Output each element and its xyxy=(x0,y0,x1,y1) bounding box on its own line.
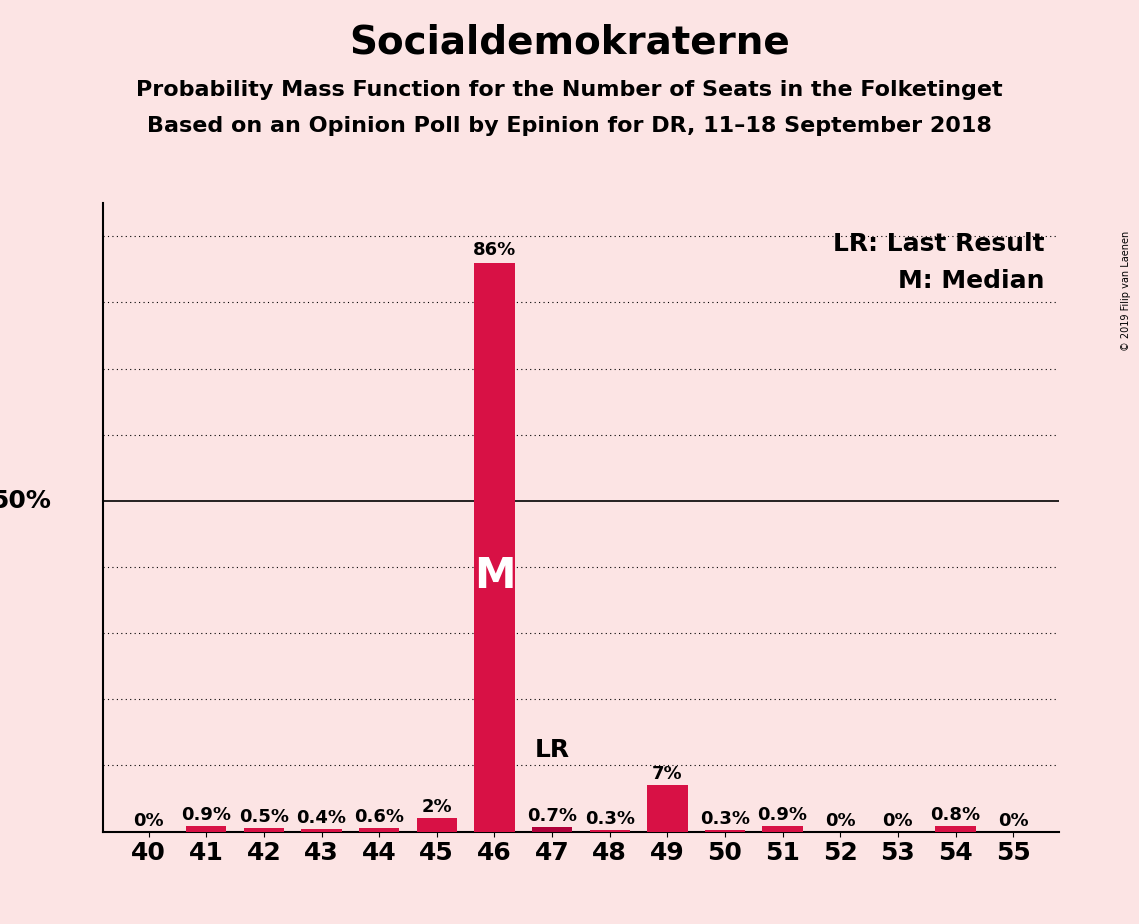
Text: LR: LR xyxy=(534,738,570,762)
Text: 0%: 0% xyxy=(133,811,164,830)
Text: 0.4%: 0.4% xyxy=(296,809,346,827)
Bar xyxy=(359,828,400,832)
Text: 50%: 50% xyxy=(0,489,50,513)
Text: M: Median: M: Median xyxy=(899,269,1044,293)
Bar xyxy=(590,830,630,832)
Text: 0.9%: 0.9% xyxy=(757,806,808,823)
Bar xyxy=(532,827,572,832)
Text: 0.3%: 0.3% xyxy=(584,809,634,828)
Text: Based on an Opinion Poll by Epinion for DR, 11–18 September 2018: Based on an Opinion Poll by Epinion for … xyxy=(147,116,992,137)
Text: 0.6%: 0.6% xyxy=(354,808,404,826)
Bar xyxy=(762,826,803,832)
Bar xyxy=(647,785,688,832)
Text: © 2019 Filip van Laenen: © 2019 Filip van Laenen xyxy=(1121,231,1131,351)
Text: 0.5%: 0.5% xyxy=(239,808,289,826)
Text: 0.8%: 0.8% xyxy=(931,807,981,824)
Bar xyxy=(302,829,342,832)
Bar xyxy=(474,262,515,832)
Text: 2%: 2% xyxy=(421,798,452,817)
Text: 86%: 86% xyxy=(473,241,516,260)
Text: 0.9%: 0.9% xyxy=(181,806,231,823)
Bar xyxy=(935,826,976,832)
Text: LR: Last Result: LR: Last Result xyxy=(834,232,1044,256)
Text: 0%: 0% xyxy=(883,811,913,830)
Bar xyxy=(417,819,457,832)
Text: M: M xyxy=(474,554,515,597)
Bar xyxy=(186,826,227,832)
Text: 0%: 0% xyxy=(998,811,1029,830)
Text: Probability Mass Function for the Number of Seats in the Folketinget: Probability Mass Function for the Number… xyxy=(137,80,1002,101)
Text: Socialdemokraterne: Socialdemokraterne xyxy=(350,23,789,61)
Text: 0.7%: 0.7% xyxy=(527,807,577,825)
Text: 0.3%: 0.3% xyxy=(700,809,749,828)
Text: 0%: 0% xyxy=(825,811,855,830)
Text: 7%: 7% xyxy=(652,765,682,784)
Bar xyxy=(244,828,284,832)
Bar xyxy=(705,830,745,832)
